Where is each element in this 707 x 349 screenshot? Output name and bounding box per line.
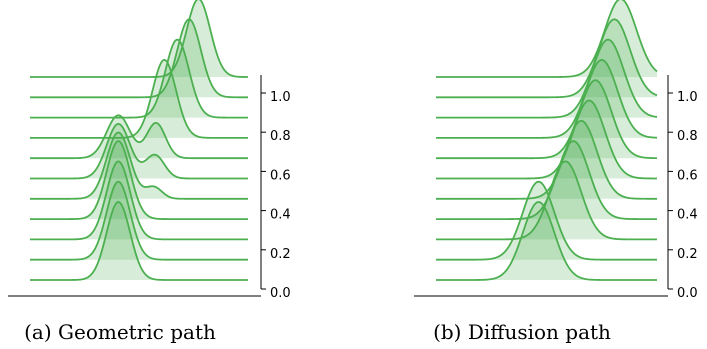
ridge-fill-t-0.0 xyxy=(436,202,657,280)
t-axis-tick-label: 0.6 xyxy=(270,168,291,183)
ridge-line-t-0.7 xyxy=(436,59,658,139)
ridge-fill-t-0.1 xyxy=(436,181,657,260)
ridge-fill-t-0.6 xyxy=(30,115,248,159)
t-axis-tick-label: 0.4 xyxy=(677,208,698,223)
t-axis-tick-label: 0.6 xyxy=(677,168,698,183)
ridge-line-t-0.2 xyxy=(436,160,657,241)
t-axis-tick-label: 0.2 xyxy=(677,247,698,262)
geometric-path-panel: 0.0 0.2 0.4 0.6 0.8 1.0 xyxy=(8,0,291,301)
ridge-line-t-0.8 xyxy=(30,38,248,119)
ridge-fill-t-1.0 xyxy=(30,0,248,77)
ridge-line-t-0.6 xyxy=(30,114,248,160)
ridge-fill-t-1.0 xyxy=(436,0,657,77)
ridge-line-t-0.1 xyxy=(30,180,248,261)
t-axis-tick-label: 0.8 xyxy=(270,129,291,144)
t-axis-tick-label: 1.0 xyxy=(677,90,698,105)
ridge-fill-t-0.9 xyxy=(436,19,657,98)
ridge-line-t-0.5 xyxy=(30,123,248,180)
caption-diffusion-path: (b) Diffusion path xyxy=(433,320,611,344)
ridge-line-t-0.3 xyxy=(30,140,248,220)
ridge-line-t-1.0 xyxy=(30,0,249,78)
ridge-line-t-0.5 xyxy=(436,99,657,180)
diffusion-path-panel: 0.0 0.2 0.4 0.6 0.8 1.0 xyxy=(414,0,698,301)
ridge-line-t-0.0 xyxy=(436,201,657,281)
ridge-fill-t-0.4 xyxy=(30,132,248,199)
t-axis-tick-label: 0.4 xyxy=(270,208,291,223)
ridge-line-t-0.2 xyxy=(30,160,248,241)
ridge-line-t-0.0 xyxy=(30,201,248,281)
ridge-line-t-0.8 xyxy=(436,38,658,119)
ridge-line-t-0.9 xyxy=(30,18,248,99)
ridge-fill-t-0.7 xyxy=(436,59,657,138)
ridge-fill-t-0.9 xyxy=(30,19,248,98)
ridge-fill-t-0.5 xyxy=(436,100,657,179)
ridge-fill-t-0.8 xyxy=(30,39,248,118)
ridge-line-t-0.6 xyxy=(436,79,658,160)
t-axis-tick-label: 0.2 xyxy=(270,247,291,262)
ridge-line-t-0.7 xyxy=(30,59,248,139)
ridge-line-t-0.1 xyxy=(436,180,657,261)
ridge-fill-t-0.4 xyxy=(436,120,657,199)
ridge-line-t-0.4 xyxy=(30,131,248,200)
ridge-fill-t-0.2 xyxy=(436,161,657,240)
ridge-line-t-1.0 xyxy=(436,0,658,78)
ridge-fill-t-0.6 xyxy=(436,80,657,159)
t-axis-tick-label: 0.0 xyxy=(270,286,291,301)
t-axis-tick-label: 0.8 xyxy=(677,129,698,144)
ridge-line-t-0.9 xyxy=(436,18,658,99)
ridge-fill-t-0.5 xyxy=(30,123,248,179)
t-axis-tick-label: 0.0 xyxy=(677,286,698,301)
t-axis-tick-label: 1.0 xyxy=(270,90,291,105)
caption-geometric-path: (a) Geometric path xyxy=(24,320,216,344)
